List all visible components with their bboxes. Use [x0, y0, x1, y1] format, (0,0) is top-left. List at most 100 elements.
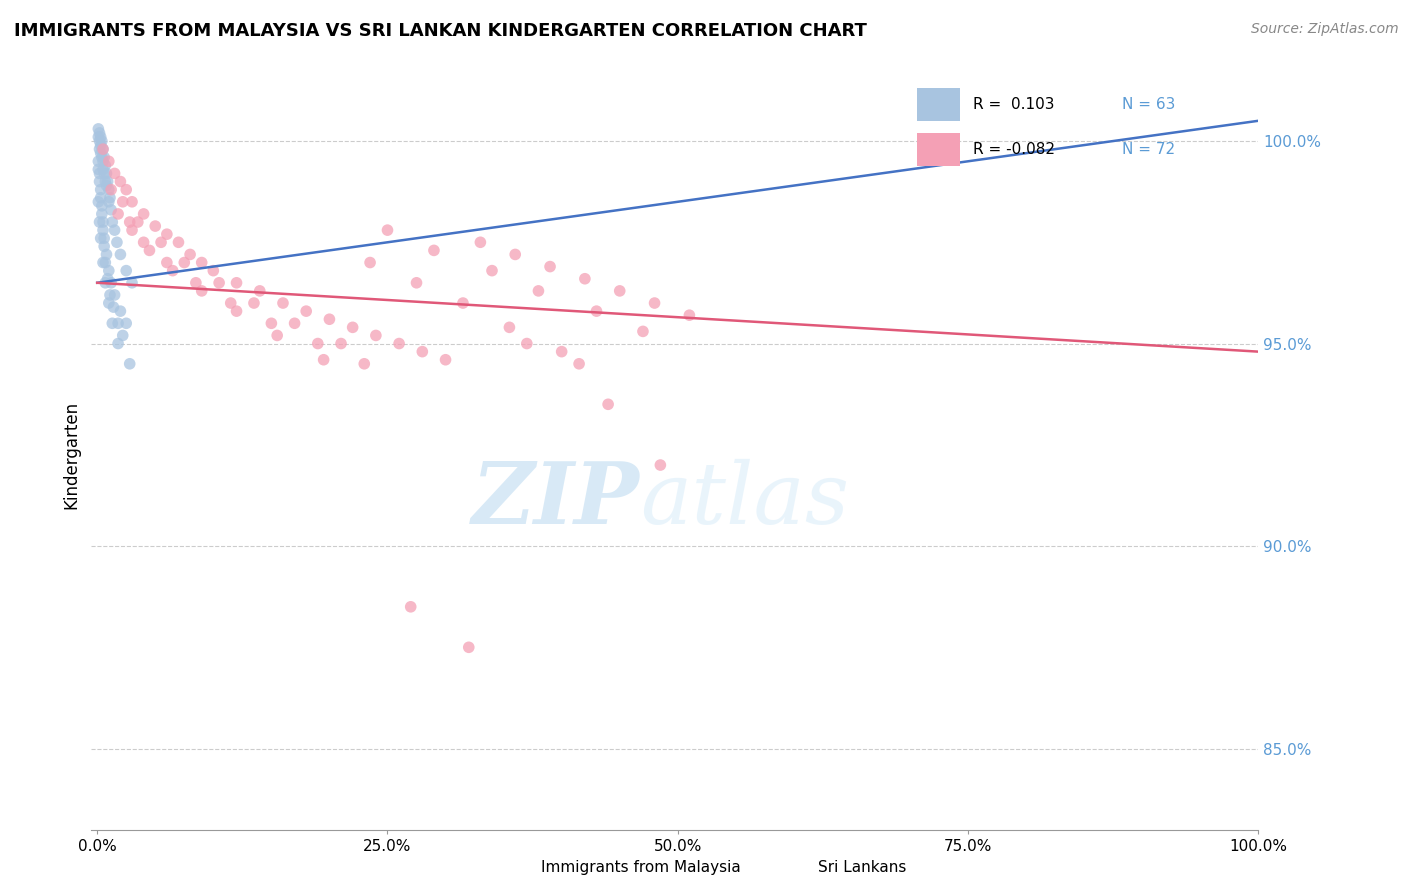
Point: [104, 166, 127, 180]
Point: [90, 191, 112, 205]
Point: [89, 215, 111, 229]
Point: [162, 263, 184, 277]
Text: Sri Lankans: Sri Lankans: [818, 861, 907, 875]
Point: [94, 158, 117, 172]
Point: [284, 316, 307, 330]
Point: [295, 304, 318, 318]
Point: [97, 271, 120, 285]
Y-axis label: Kindergarten: Kindergarten: [62, 401, 80, 509]
Point: [89, 142, 111, 156]
Point: [90, 207, 112, 221]
Point: [173, 255, 195, 269]
Point: [90, 231, 112, 245]
Point: [110, 304, 132, 318]
Point: [451, 296, 474, 310]
Point: [91, 142, 114, 156]
Point: [208, 276, 231, 290]
Point: [91, 215, 114, 229]
Point: [121, 276, 143, 290]
Point: [266, 328, 288, 343]
Point: [184, 276, 207, 290]
Point: [121, 223, 143, 237]
Point: [225, 276, 247, 290]
Text: Immigrants from Malaysia: Immigrants from Malaysia: [541, 861, 741, 875]
Point: [87, 130, 110, 145]
Point: [260, 316, 283, 330]
Point: [225, 304, 247, 318]
Text: atlas: atlas: [640, 458, 849, 541]
Point: [87, 154, 110, 169]
Point: [101, 215, 124, 229]
Point: [93, 231, 115, 245]
Point: [89, 126, 111, 140]
Point: [90, 183, 112, 197]
Point: [388, 336, 411, 351]
Point: [342, 320, 364, 334]
Point: [307, 336, 329, 351]
Point: [118, 357, 141, 371]
Point: [94, 255, 117, 269]
Point: [110, 175, 132, 189]
Point: [107, 336, 129, 351]
Point: [434, 352, 457, 367]
Text: R =  0.103: R = 0.103: [973, 97, 1054, 112]
Point: [568, 357, 591, 371]
Point: [516, 336, 538, 351]
Point: [93, 239, 115, 253]
Text: Source: ZipAtlas.com: Source: ZipAtlas.com: [1251, 22, 1399, 37]
Point: [96, 178, 118, 193]
Point: [97, 175, 120, 189]
Point: [105, 235, 128, 250]
Point: [423, 244, 446, 258]
Point: [94, 276, 117, 290]
Point: [150, 235, 173, 250]
Point: [115, 183, 138, 197]
Point: [98, 288, 121, 302]
Point: [96, 166, 118, 180]
Point: [90, 199, 112, 213]
Text: N = 72: N = 72: [1122, 142, 1175, 157]
Point: [312, 352, 335, 367]
Point: [399, 599, 422, 614]
Point: [98, 191, 121, 205]
Point: [503, 247, 526, 261]
Point: [97, 154, 120, 169]
Point: [97, 194, 120, 209]
Point: [115, 316, 138, 330]
Point: [104, 288, 127, 302]
Point: [585, 304, 607, 318]
Point: [103, 300, 125, 314]
Point: [470, 235, 492, 250]
Point: [249, 284, 271, 298]
Point: [93, 166, 115, 180]
Point: [107, 316, 129, 330]
Point: [115, 263, 138, 277]
Point: [377, 223, 399, 237]
Point: [111, 194, 134, 209]
Point: [156, 227, 179, 242]
Point: [97, 183, 120, 197]
Point: [481, 263, 503, 277]
Point: [132, 235, 155, 250]
Point: [121, 194, 143, 209]
Point: [598, 397, 620, 411]
Point: [100, 183, 122, 197]
Point: [118, 215, 141, 229]
Point: [127, 215, 149, 229]
Point: [202, 263, 225, 277]
Point: [609, 284, 631, 298]
Point: [90, 134, 112, 148]
Point: [100, 202, 122, 217]
Point: [87, 194, 110, 209]
Point: [90, 130, 112, 145]
Point: [527, 284, 550, 298]
Point: [91, 154, 114, 169]
Point: [498, 320, 520, 334]
Point: [243, 296, 266, 310]
Point: [89, 175, 111, 189]
Point: [96, 247, 118, 261]
Point: [190, 284, 212, 298]
Point: [271, 296, 294, 310]
Point: [650, 458, 672, 472]
Point: [90, 150, 112, 164]
